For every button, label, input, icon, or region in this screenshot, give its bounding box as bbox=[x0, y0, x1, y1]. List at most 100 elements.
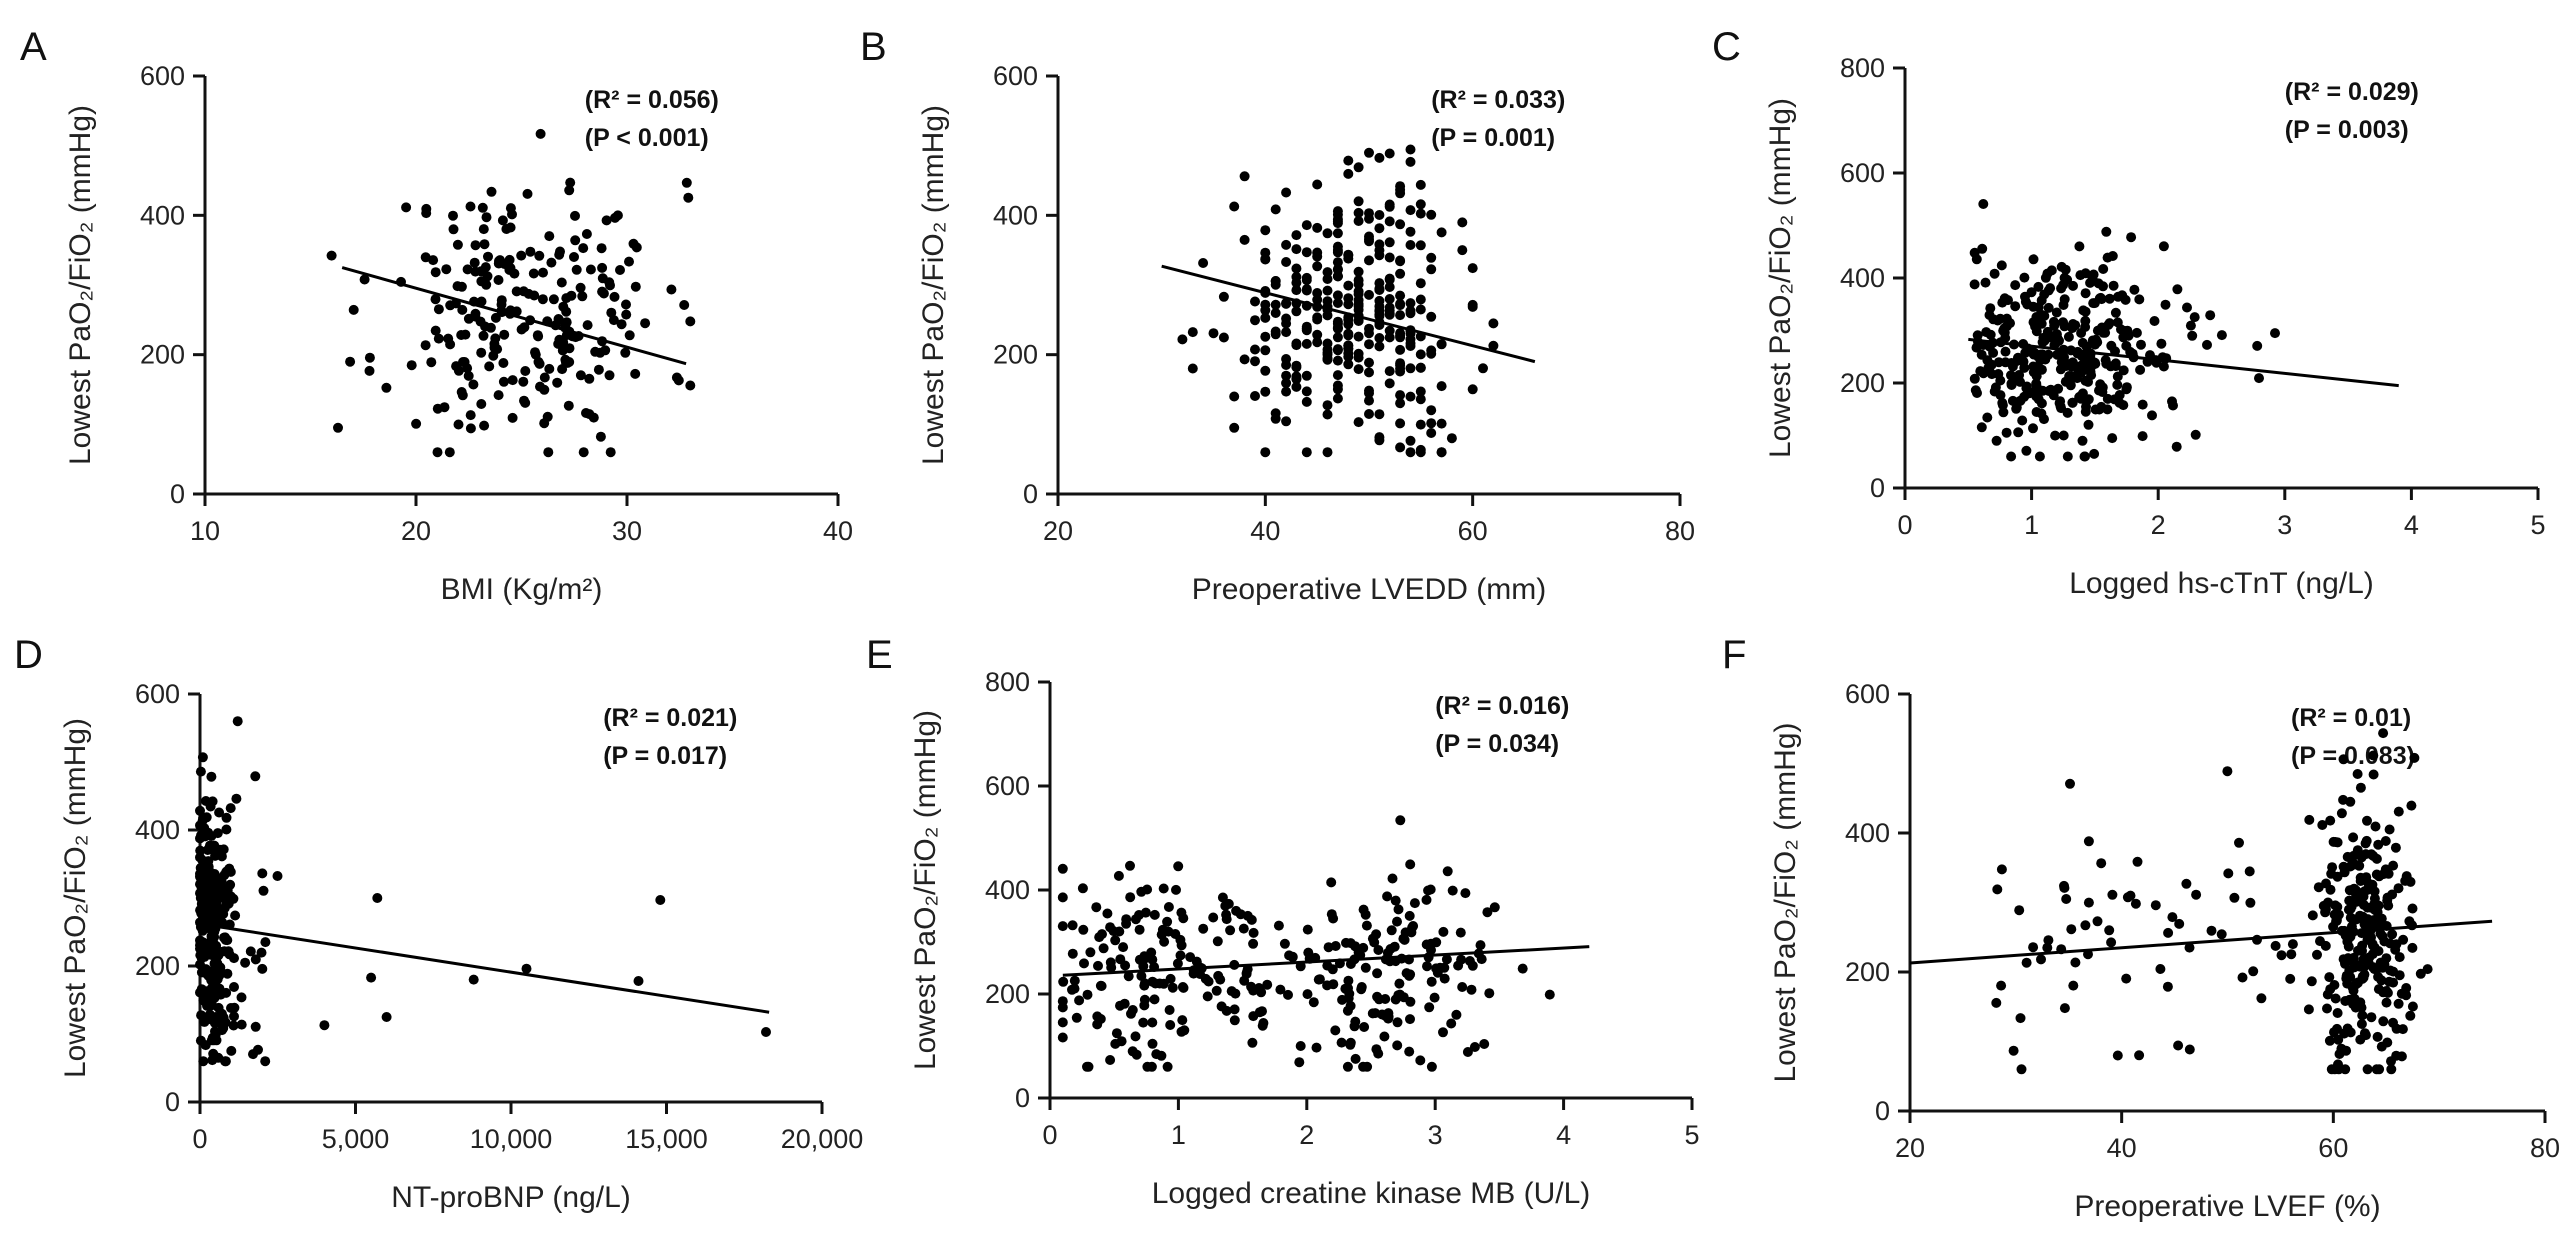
data-point bbox=[2070, 957, 2081, 968]
data-point bbox=[1110, 1038, 1121, 1049]
data-point bbox=[1312, 337, 1323, 348]
data-point bbox=[1395, 442, 1406, 453]
data-point bbox=[2001, 427, 2012, 438]
data-point bbox=[1322, 354, 1333, 365]
data-point bbox=[571, 264, 582, 275]
data-point bbox=[2285, 973, 2296, 984]
data-point bbox=[554, 249, 565, 260]
y-tick-label: 400 bbox=[140, 200, 185, 230]
data-point bbox=[2062, 451, 2073, 462]
data-point bbox=[521, 963, 532, 974]
data-point bbox=[2168, 400, 2178, 411]
data-point bbox=[478, 330, 489, 341]
data-point bbox=[1247, 1037, 1258, 1048]
data-point bbox=[2331, 916, 2342, 927]
data-point bbox=[2112, 1050, 2123, 1061]
data-point bbox=[2181, 878, 2192, 889]
data-point bbox=[2147, 410, 2157, 421]
data-point bbox=[221, 824, 232, 835]
regression-line bbox=[1968, 337, 2399, 388]
y-tick-label: 0 bbox=[170, 479, 185, 509]
data-point bbox=[326, 250, 337, 261]
data-point bbox=[2000, 346, 2011, 357]
data-point bbox=[1467, 263, 1478, 274]
data-point bbox=[1478, 363, 1488, 374]
data-point bbox=[2409, 752, 2420, 763]
data-point bbox=[1301, 447, 1312, 458]
data-point bbox=[2332, 901, 2343, 912]
data-point bbox=[2362, 815, 2372, 826]
data-point bbox=[1322, 274, 1333, 284]
data-point bbox=[1372, 968, 1383, 979]
data-point bbox=[2381, 997, 2392, 1008]
data-point bbox=[1364, 367, 1374, 378]
data-point bbox=[538, 267, 548, 278]
data-point bbox=[1343, 155, 1354, 166]
data-point bbox=[1426, 1061, 1437, 1072]
data-point bbox=[507, 209, 517, 220]
data-point bbox=[2401, 871, 2412, 882]
data-point bbox=[1229, 422, 1240, 433]
data-point bbox=[372, 893, 383, 903]
data-point bbox=[432, 447, 443, 458]
data-point bbox=[518, 376, 529, 387]
data-point bbox=[2039, 414, 2049, 425]
data-point bbox=[2184, 942, 2195, 953]
data-point bbox=[1392, 916, 1402, 927]
data-point bbox=[1291, 263, 1302, 274]
data-point bbox=[2352, 769, 2363, 779]
data-point bbox=[616, 319, 627, 330]
data-point bbox=[2391, 1023, 2402, 1034]
data-point bbox=[2108, 280, 2119, 291]
data-point bbox=[2256, 993, 2267, 1004]
regression-line bbox=[1909, 919, 2493, 965]
y-tick-label: 800 bbox=[985, 667, 1030, 697]
data-point bbox=[2254, 373, 2264, 384]
data-point bbox=[1332, 257, 1343, 268]
data-point bbox=[229, 982, 239, 992]
data-point bbox=[1229, 1004, 1240, 1015]
data-point bbox=[220, 1056, 231, 1067]
data-point bbox=[2338, 954, 2349, 965]
data-point bbox=[2394, 970, 2405, 981]
data-point bbox=[420, 340, 431, 351]
data-point bbox=[1098, 943, 1109, 954]
data-point bbox=[1177, 334, 1188, 345]
data-point bbox=[2107, 889, 2118, 900]
data-point bbox=[1187, 327, 1198, 338]
data-point bbox=[1332, 271, 1343, 282]
y-tick-label: 600 bbox=[1840, 158, 1885, 188]
data-point bbox=[1281, 239, 1292, 250]
data-point bbox=[2076, 328, 2087, 338]
data-point bbox=[578, 243, 589, 254]
data-point bbox=[1312, 312, 1323, 323]
data-point bbox=[1384, 305, 1395, 316]
y-tick-label: 600 bbox=[140, 61, 185, 91]
data-point bbox=[231, 793, 242, 804]
data-point bbox=[2156, 338, 2167, 349]
data-point bbox=[2366, 1012, 2377, 1023]
data-point bbox=[563, 400, 574, 411]
data-point bbox=[490, 312, 501, 323]
data-point bbox=[1436, 418, 1447, 429]
data-point bbox=[1239, 234, 1250, 245]
data-point bbox=[1426, 252, 1437, 263]
r-squared-annotation: (R² = 0.021) bbox=[603, 704, 737, 732]
data-point bbox=[2357, 1010, 2368, 1021]
data-point bbox=[445, 300, 456, 311]
data-point bbox=[2222, 766, 2233, 777]
data-point bbox=[1405, 1014, 1415, 1025]
data-point bbox=[1177, 1015, 1188, 1026]
data-point bbox=[1392, 1017, 1403, 1028]
data-point bbox=[2373, 984, 2384, 995]
data-point bbox=[609, 291, 620, 302]
x-tick-label: 40 bbox=[1250, 516, 1280, 546]
data-point bbox=[2332, 1008, 2343, 1018]
data-point bbox=[1312, 222, 1323, 233]
data-point bbox=[1364, 339, 1374, 350]
data-point bbox=[2016, 1064, 2027, 1075]
data-point bbox=[1415, 419, 1426, 430]
data-point bbox=[209, 840, 220, 851]
data-point bbox=[570, 210, 580, 221]
data-point bbox=[1332, 393, 1343, 404]
